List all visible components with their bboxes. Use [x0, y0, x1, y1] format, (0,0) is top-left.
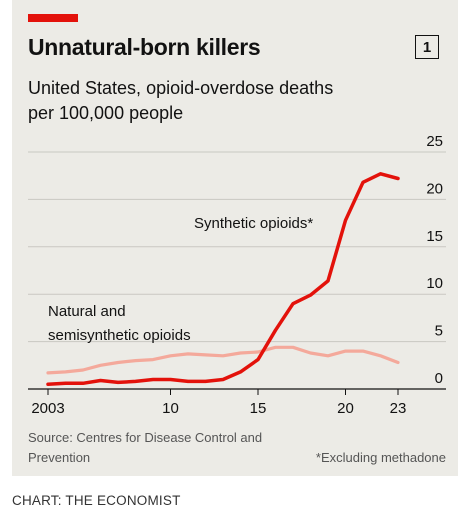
y-tick-label: 0: [435, 370, 443, 387]
natural-semisynthetic-line: [46, 345, 400, 375]
synthetic-series-label: Synthetic opioids*: [194, 215, 313, 232]
x-tick-label: 10: [162, 400, 179, 417]
y-tick-label: 25: [426, 133, 443, 150]
chart-number-badge: 1: [415, 35, 439, 59]
chart-title: Unnatural-born killers: [28, 34, 261, 60]
label-layer: Synthetic opioids* Natural and semisynth…: [48, 215, 313, 344]
x-tick-label: 2003: [31, 400, 64, 417]
footnote: *Excluding methadone: [315, 450, 446, 465]
x-tick-label: 23: [390, 400, 407, 417]
y-tick-label: 5: [435, 323, 443, 340]
chart-panel: [12, 0, 458, 476]
source-note: Source: Centres for Disease Control and …: [28, 430, 263, 465]
grid-layer: 0 5 10 15 20 25 2003 10 15 20 23: [28, 133, 446, 417]
series-layer: [46, 172, 400, 387]
y-tick-label: 15: [426, 228, 443, 245]
chart-subtitle: United States, opioid-overdose deaths pe…: [28, 78, 334, 123]
y-tick-label: 20: [426, 180, 443, 197]
x-tick-label: 15: [250, 400, 267, 417]
y-tick-label: 10: [426, 275, 443, 292]
x-tick-label: 20: [337, 400, 354, 417]
synthetic-opioids-line: [46, 172, 400, 387]
natural-series-label-line2: semisynthetic opioids: [48, 327, 191, 344]
brand-red-bar: [28, 14, 78, 22]
natural-series-label-line1: Natural and: [48, 303, 126, 320]
chart-credit: CHART: THE ECONOMIST: [12, 493, 181, 508]
